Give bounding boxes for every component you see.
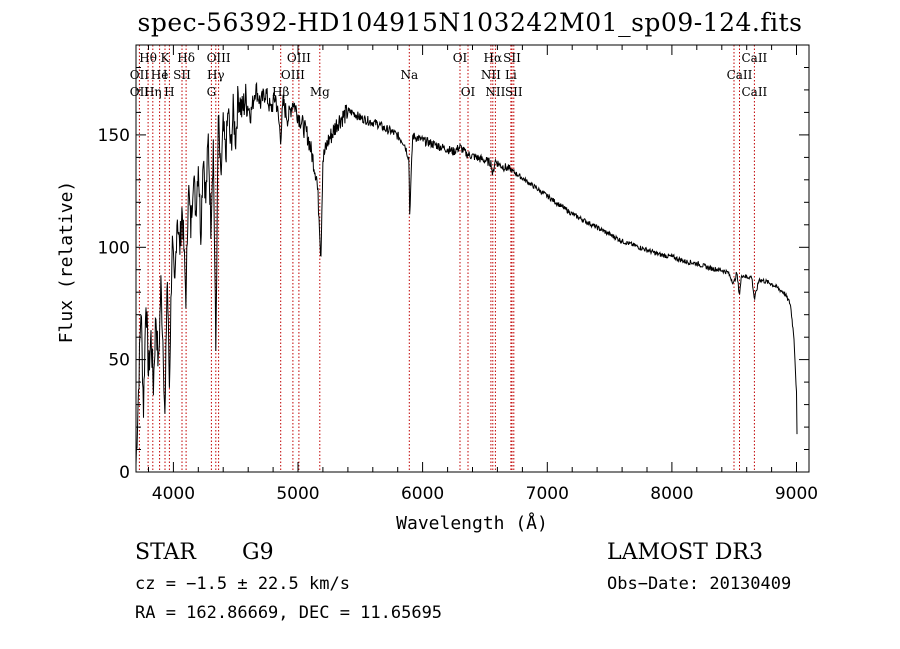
y-axis: 0 50 100 150	[98, 67, 809, 483]
y-tick-label: 100	[98, 238, 130, 258]
y-axis-label: Flux (relative)	[56, 181, 77, 344]
line-label: SII	[503, 51, 521, 65]
line-label: Hη	[144, 85, 162, 99]
series-group	[135, 81, 798, 465]
line-label: CaII	[741, 51, 767, 65]
line-label: He	[151, 68, 169, 82]
line-label: K	[161, 51, 171, 65]
y-tick-label: 50	[108, 351, 130, 371]
x-axis: 4000 5000 6000 7000 8000 9000	[148, 45, 818, 504]
line-label: SII	[173, 68, 191, 82]
line-label: Mg	[310, 85, 330, 99]
chart-title: spec-56392-HD104915N103242M01_sp09-124.f…	[137, 8, 803, 37]
line-label: Na	[400, 68, 418, 82]
line-label: Hθ	[139, 51, 157, 65]
x-tick-label: 4000	[152, 484, 195, 504]
line-label: OIII	[207, 51, 231, 65]
series-flux	[135, 81, 798, 465]
x-tick-label: 8000	[650, 484, 693, 504]
x-tick-label: 5000	[276, 484, 319, 504]
object-subclass: G9	[242, 540, 274, 565]
redshift-velocity: cz = −1.5 ± 22.5 km/s	[135, 574, 350, 594]
line-label: G	[207, 85, 217, 99]
x-axis-label: Wavelength (Å)	[396, 512, 548, 534]
line-label: Hδ	[177, 51, 195, 65]
line-markers	[138, 45, 755, 472]
line-label: OI	[461, 85, 476, 99]
y-tick-label: 0	[119, 463, 130, 483]
y-tick-label: 150	[98, 126, 130, 146]
line-label: SII	[505, 85, 523, 99]
x-tick-label: 7000	[526, 484, 569, 504]
line-label: NII	[481, 68, 501, 82]
line-label: Hβ	[272, 85, 289, 99]
survey-name: LAMOST DR3	[607, 540, 763, 565]
coordinates: RA = 162.86669, DEC = 11.65695	[135, 603, 443, 623]
line-label: I	[163, 68, 168, 82]
line-label: OIII	[281, 68, 305, 82]
line-label: OIII	[287, 51, 311, 65]
line-label: OII	[130, 68, 150, 82]
x-tick-label: 6000	[401, 484, 444, 504]
line-label: CaII	[727, 68, 753, 82]
line-label: CaII	[741, 85, 767, 99]
observation-date: Obs−Date: 20130409	[607, 574, 792, 594]
x-tick-label: 9000	[775, 484, 818, 504]
line-label: OI	[453, 51, 468, 65]
line-label: Li	[505, 68, 517, 82]
line-label: Hγ	[207, 68, 225, 82]
line-label: OII	[130, 85, 150, 99]
object-class: STAR	[135, 540, 196, 565]
line-label: NII	[485, 85, 505, 99]
line-label: H	[164, 85, 174, 99]
line-label: Hα	[484, 51, 503, 65]
